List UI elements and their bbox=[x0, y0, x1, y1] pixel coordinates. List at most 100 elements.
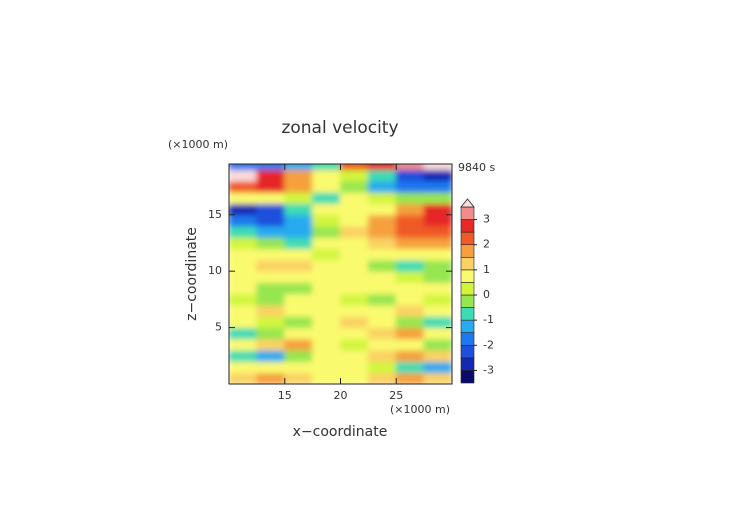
contour-cell bbox=[395, 236, 425, 250]
contour-cell bbox=[395, 225, 425, 238]
contour-cell bbox=[367, 281, 397, 295]
contour-cell bbox=[340, 327, 369, 340]
contour-cell bbox=[229, 248, 258, 261]
contour-cell bbox=[340, 304, 369, 317]
contour-cell bbox=[312, 360, 341, 374]
contour-cell bbox=[340, 259, 369, 272]
contour-cell bbox=[229, 214, 258, 227]
x-tick-label: 25 bbox=[389, 389, 403, 402]
contour-cell bbox=[367, 214, 397, 227]
contour-cell bbox=[395, 180, 425, 193]
contour-cell bbox=[367, 293, 397, 306]
contour-cell bbox=[256, 372, 286, 384]
colorbar-tick-label: -3 bbox=[483, 363, 494, 376]
y-unit-label: (×1000 m) bbox=[168, 138, 228, 151]
colorbar-band bbox=[460, 294, 475, 308]
contour-field bbox=[229, 164, 452, 384]
contour-cell bbox=[395, 259, 425, 272]
colorbar-band bbox=[460, 319, 475, 334]
contour-cell bbox=[340, 248, 369, 261]
contour-cell bbox=[367, 225, 397, 238]
contour-cell bbox=[367, 202, 397, 216]
contour-cell bbox=[229, 304, 258, 317]
contour-cell bbox=[340, 293, 369, 306]
contour-cell bbox=[340, 214, 369, 227]
contour-cell bbox=[229, 225, 258, 238]
x-unit-label: (×1000 m) bbox=[390, 403, 450, 416]
contour-cell bbox=[284, 248, 314, 261]
contour-cell bbox=[229, 202, 258, 216]
contour-cell bbox=[256, 169, 286, 182]
contour-cell bbox=[312, 214, 341, 227]
axis-ticks: 15 20 25 5 10 15 bbox=[208, 164, 452, 402]
contour-cell bbox=[423, 164, 452, 171]
colorbar-band bbox=[460, 269, 475, 283]
contour-cell bbox=[256, 315, 286, 329]
contour-cell bbox=[256, 304, 286, 317]
contour-cell bbox=[423, 372, 452, 384]
contour-cell bbox=[395, 349, 425, 362]
contour-cell bbox=[395, 372, 425, 384]
colorbar-band bbox=[460, 206, 475, 220]
contour-cell bbox=[229, 281, 258, 295]
colorbar-band bbox=[460, 332, 475, 346]
contour-cell bbox=[423, 270, 452, 283]
contour-cell bbox=[367, 248, 397, 261]
contour-cell bbox=[340, 338, 369, 351]
colorbar-band bbox=[460, 256, 475, 271]
contour-cell bbox=[367, 236, 397, 250]
contour-cell bbox=[256, 281, 286, 295]
contour-cell bbox=[367, 327, 397, 340]
colorbar-band bbox=[460, 244, 475, 258]
contour-cell bbox=[229, 169, 258, 182]
contour-cell bbox=[256, 349, 286, 362]
contour-cell bbox=[256, 191, 286, 204]
contour-cell bbox=[284, 214, 314, 227]
contour-cell bbox=[284, 259, 314, 272]
contour-cell bbox=[395, 270, 425, 283]
colorbar-band bbox=[460, 370, 475, 384]
contour-cell bbox=[367, 180, 397, 193]
contour-cell bbox=[312, 315, 341, 329]
contour-cell bbox=[284, 281, 314, 295]
contour-cell bbox=[284, 315, 314, 329]
contour-cell bbox=[312, 236, 341, 250]
contour-cell bbox=[312, 293, 341, 306]
colorbar-tick-label: 0 bbox=[483, 288, 490, 301]
contour-cell bbox=[423, 180, 452, 193]
contour-cell bbox=[423, 304, 452, 317]
x-axis-label: x−coordinate bbox=[293, 424, 388, 440]
contour-cell bbox=[423, 360, 452, 374]
chart-title: zonal velocity bbox=[281, 118, 398, 138]
colorbar-tick-label: 1 bbox=[483, 263, 490, 276]
contour-cell bbox=[395, 315, 425, 329]
contour-cell bbox=[312, 281, 341, 295]
contour-cell bbox=[367, 270, 397, 283]
colorbar-tick-label: 3 bbox=[483, 213, 490, 226]
contour-cell bbox=[423, 281, 452, 295]
colorbar-band bbox=[460, 357, 475, 371]
contour-cell bbox=[367, 304, 397, 317]
contour-cell bbox=[423, 349, 452, 362]
contour-cell bbox=[312, 225, 341, 238]
contour-cell bbox=[340, 225, 369, 238]
colorbar-band bbox=[460, 282, 475, 296]
contour-cell bbox=[284, 349, 314, 362]
contour-cell bbox=[256, 248, 286, 261]
contour-cell bbox=[229, 372, 258, 384]
contour-cell bbox=[256, 202, 286, 216]
contour-cell bbox=[395, 191, 425, 204]
contour-cell bbox=[423, 338, 452, 351]
contour-cell bbox=[395, 360, 425, 374]
y-tick-label: 5 bbox=[215, 321, 222, 334]
contour-cell bbox=[256, 360, 286, 374]
contour-cell bbox=[312, 202, 341, 216]
contour-cell bbox=[256, 164, 286, 171]
contour-cell bbox=[423, 236, 452, 250]
contour-cell bbox=[284, 202, 314, 216]
x-tick-label: 20 bbox=[334, 389, 348, 402]
contour-cell bbox=[229, 315, 258, 329]
contour-cell bbox=[395, 248, 425, 261]
contour-cell bbox=[312, 191, 341, 204]
colorbar-band bbox=[460, 344, 475, 359]
